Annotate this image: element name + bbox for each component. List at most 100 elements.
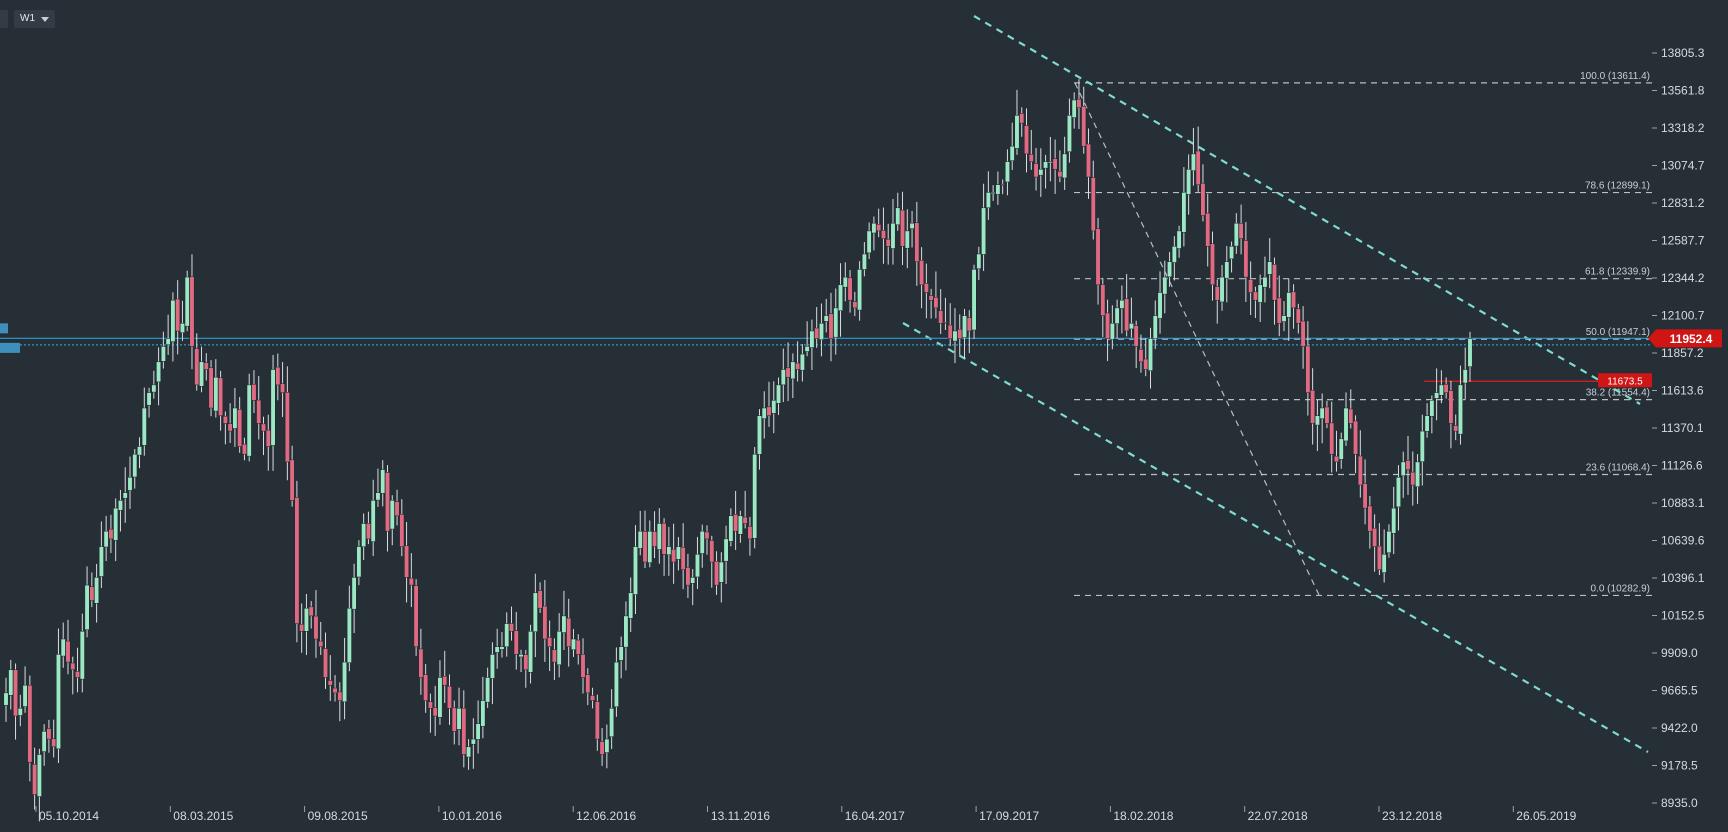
candle-body <box>742 516 748 524</box>
candle-body <box>1453 425 1459 432</box>
candle-body <box>385 472 390 532</box>
candle-body <box>976 253 982 269</box>
candle-body <box>509 623 514 632</box>
candle-body <box>466 746 472 758</box>
candle-body <box>1338 438 1344 460</box>
candle-body <box>966 317 972 332</box>
candle-body <box>1429 400 1435 417</box>
candle-body <box>723 538 729 562</box>
candle-body <box>594 701 600 740</box>
candle-body <box>1467 338 1473 367</box>
candle-body <box>179 323 185 333</box>
candle-body <box>399 514 405 547</box>
candle-body <box>847 277 853 301</box>
candle-body <box>41 731 47 752</box>
candle-body <box>985 192 991 208</box>
y-tick-label: 12831.2 <box>1661 196 1705 210</box>
candle-body <box>962 315 967 338</box>
candle-body <box>208 367 214 409</box>
price-axis[interactable]: 13805.3 13561.8 13318.2 13074.7 12831.2 12587… <box>1652 46 1705 810</box>
candle-body <box>51 738 57 748</box>
y-tick-label: 9665.5 <box>1661 684 1698 698</box>
time-axis[interactable]: 05.10.2014 08.03.2015 09.08.2015 10.01.2016… <box>35 806 1577 823</box>
x-tick-label: 16.04.2017 <box>845 809 905 823</box>
candle-body <box>1028 154 1034 162</box>
candle-body <box>332 687 338 694</box>
candle-body <box>132 453 138 478</box>
fibonacci-retracement[interactable]: 100.0 (13611.4) 78.6 (12899.1) 61.8 (12339… <box>1074 71 1652 598</box>
candle-body <box>470 738 476 745</box>
candle-body <box>923 283 929 293</box>
candle-body <box>1424 415 1430 432</box>
x-tick-label: 22.07.2018 <box>1248 809 1308 823</box>
candle-body <box>876 224 882 232</box>
candle-body <box>1448 390 1454 424</box>
candle-body <box>1057 171 1063 178</box>
y-tick-label: 11370.1 <box>1661 421 1704 435</box>
candle-body <box>1200 183 1206 216</box>
candle-body <box>571 638 576 650</box>
candle-body <box>151 384 157 393</box>
candle-body <box>799 353 805 371</box>
horizontal-lines[interactable] <box>0 337 1652 382</box>
candle-body <box>513 630 519 655</box>
candle-body <box>418 648 424 678</box>
candle-body <box>246 384 252 457</box>
channel-line <box>973 15 1641 405</box>
candle-body <box>518 654 524 658</box>
candle-body <box>494 646 500 653</box>
candle-body <box>413 585 419 647</box>
candle-body <box>642 531 648 563</box>
y-tick-label: 11126.6 <box>1661 459 1703 473</box>
candle-body <box>408 577 414 586</box>
candle-body <box>227 423 233 432</box>
candle-body <box>146 392 152 406</box>
left-edge-tag <box>0 323 8 334</box>
fib-diagonal-line <box>1074 82 1321 598</box>
candle-body <box>1190 153 1196 171</box>
candle-body <box>1157 292 1163 319</box>
candle-body <box>1090 177 1096 232</box>
candle-body <box>547 637 553 647</box>
candle-body <box>938 310 944 324</box>
candle-body <box>280 383 286 393</box>
candle-body <box>461 707 467 755</box>
candle-body <box>599 741 605 755</box>
candle-body <box>1329 422 1335 455</box>
candle-body <box>199 361 204 387</box>
timeframe-selector[interactable]: W1 <box>14 10 55 28</box>
candle-body <box>480 700 486 727</box>
candle-body <box>819 323 824 340</box>
candle-body <box>590 695 596 701</box>
candle-body <box>1095 228 1101 286</box>
trend-channel[interactable] <box>902 15 1649 753</box>
candle-body <box>542 605 548 640</box>
candle-body <box>346 607 352 663</box>
candle-body <box>1238 223 1244 239</box>
candle-body <box>156 361 162 383</box>
candle-body <box>861 253 867 270</box>
candle-body <box>752 453 758 539</box>
candle-body <box>1243 240 1249 278</box>
candle-body <box>261 423 266 432</box>
candle-body <box>1004 161 1010 183</box>
candle-body <box>194 348 200 386</box>
candle-body <box>8 669 14 696</box>
x-tick-label: 17.09.2017 <box>979 809 1039 823</box>
candle-body <box>666 546 672 555</box>
candle-body <box>32 764 38 795</box>
toolbar-left-stub[interactable] <box>0 10 8 28</box>
candle-body <box>1009 145 1015 161</box>
candle-body <box>275 366 281 386</box>
candle-body <box>790 361 796 380</box>
candle-body <box>1286 292 1292 318</box>
candle-body <box>652 531 657 547</box>
candle-body <box>1343 407 1349 442</box>
candle-body <box>1105 312 1111 339</box>
candle-body <box>1062 153 1068 179</box>
candle-body <box>1257 284 1263 303</box>
candle-body <box>1367 505 1373 532</box>
candle-body <box>1076 98 1082 108</box>
candle-body <box>1434 392 1440 399</box>
